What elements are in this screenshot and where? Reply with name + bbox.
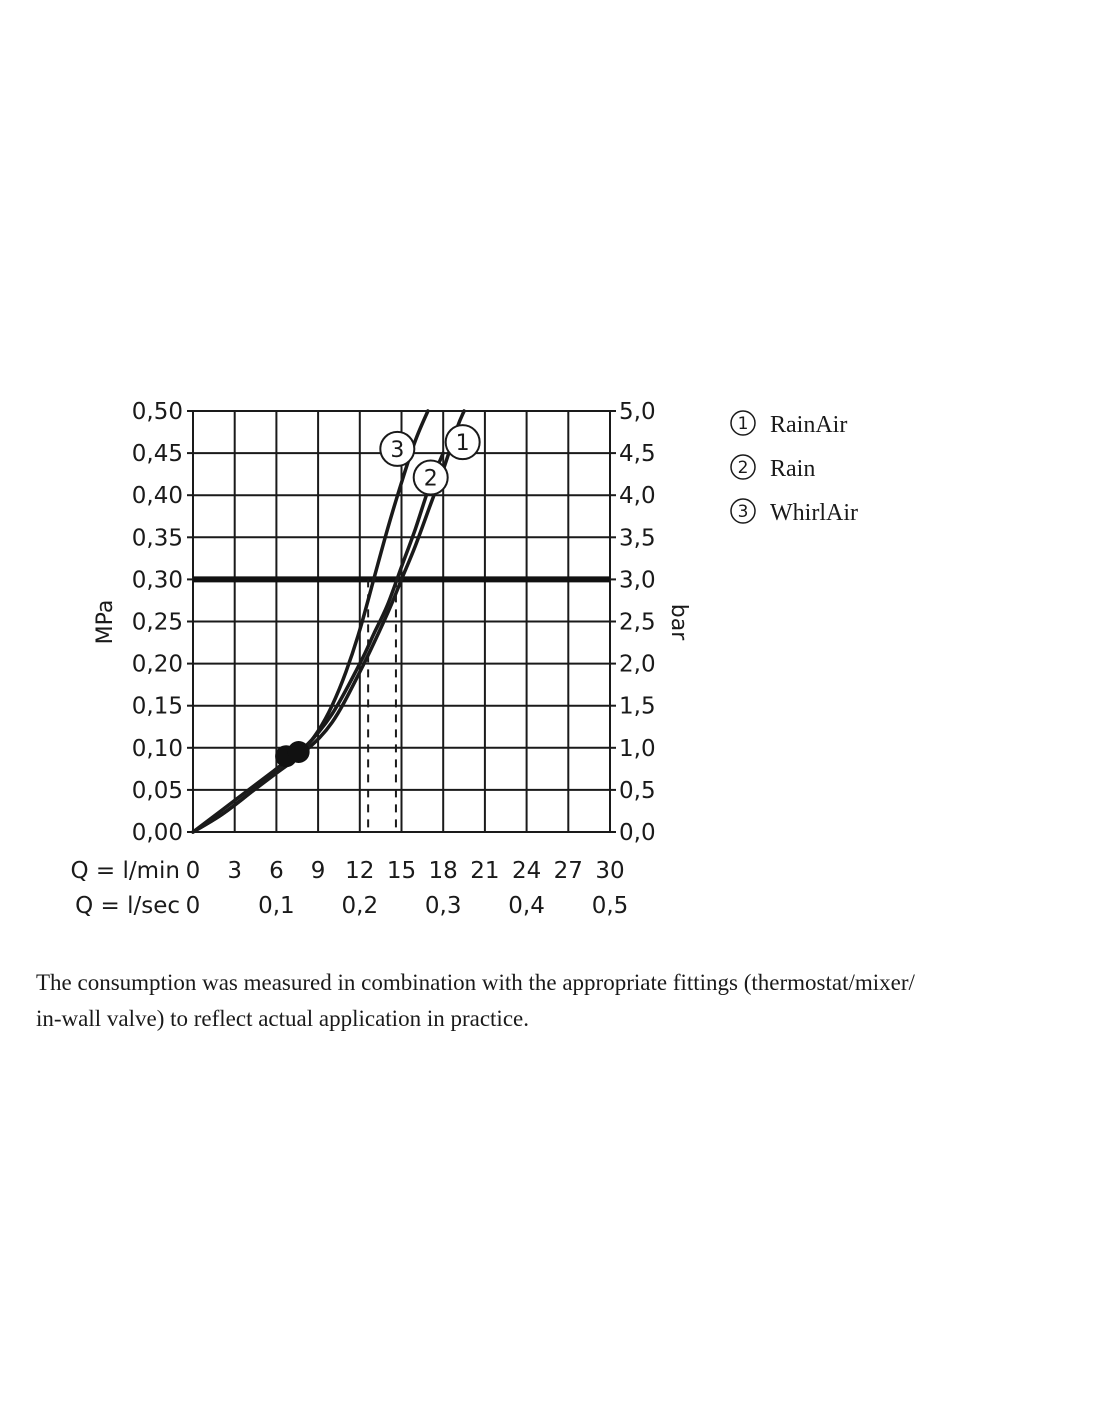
x-row1-tick-label: 6	[269, 858, 284, 884]
y-left-tick-label: 0,10	[132, 736, 183, 762]
x-row2-tick-label: 0,3	[425, 893, 462, 919]
legend-marker-2-label: 2	[738, 458, 749, 478]
x-row2-tick-label: 0,5	[592, 893, 629, 919]
y-left-tick-label: 0,35	[132, 525, 183, 551]
y-left-tick-label: 0,45	[132, 441, 183, 467]
legend-item-label: RainAir	[770, 412, 847, 438]
y-left-tick-label: 0,00	[132, 820, 183, 846]
legend-marker-2-circle	[730, 454, 756, 480]
legend-marker-1-circle	[730, 410, 756, 436]
x-row2-label: Q = l/sec	[75, 893, 180, 919]
x-row1-tick-label: 15	[387, 858, 416, 884]
series-callouts: 123	[379, 424, 481, 496]
x-row1-tick-label: 27	[554, 858, 583, 884]
x-row2-tick-label: 0	[186, 893, 201, 919]
series-callout-1-label: 1	[456, 431, 470, 456]
tick-labels: 0,000,050,100,150,200,250,300,350,400,45…	[132, 399, 656, 919]
y-right-tick-label: 0,5	[619, 778, 656, 804]
marker-point	[287, 741, 310, 764]
x-row1-tick-label: 24	[512, 858, 541, 884]
y-right-tick-label: 4,0	[619, 483, 656, 509]
y-right-tick-label: 2,0	[619, 652, 656, 678]
y-left-tick-label: 0,15	[132, 694, 183, 720]
y-left-tick-label: 0,40	[132, 483, 183, 509]
x-row2-tick-label: 0,1	[258, 893, 295, 919]
x-row1-tick-label: 18	[429, 858, 458, 884]
legend-item-label: Rain	[770, 456, 815, 482]
x-row2-tick-label: 0,2	[342, 893, 379, 919]
x-row2-tick-label: 0,4	[508, 893, 545, 919]
y-right-tick-label: 2,5	[619, 610, 656, 636]
y-left-axis-label: MPa	[93, 600, 118, 645]
series-callout-1-circle	[444, 424, 481, 461]
series-callout-2-label: 2	[424, 467, 438, 492]
y-left-tick-label: 0,30	[132, 567, 183, 593]
y-right-tick-label: 0,0	[619, 820, 656, 846]
series-callout-3-label: 3	[390, 438, 404, 463]
footnote-line-1: The consumption was measured in combinat…	[36, 970, 915, 995]
y-right-tick-label: 1,0	[619, 736, 656, 762]
legend: 1 RainAir 2 Rain 3 WhirlAir	[730, 410, 858, 526]
x-row1-tick-label: 0	[186, 858, 201, 884]
x-row1-label: Q = l/min	[70, 858, 180, 884]
y-right-tick-label: 1,5	[619, 694, 656, 720]
legend-marker-3-circle	[730, 498, 756, 524]
footnote-line-2: in-wall valve) to reflect actual applica…	[36, 1006, 529, 1031]
chart-grid	[187, 410, 616, 833]
x-row1-tick-label: 30	[595, 858, 624, 884]
series-line-rain	[191, 451, 445, 834]
y-left-tick-label: 0,25	[132, 610, 183, 636]
y-left-tick-label: 0,05	[132, 778, 183, 804]
marker-points	[275, 741, 310, 768]
x-row1-tick-label: 3	[227, 858, 242, 884]
y-right-tick-label: 3,0	[619, 567, 656, 593]
x-row1-tick-label: 21	[470, 858, 499, 884]
series-line-whirlair	[191, 409, 430, 834]
legend-item-label: WhirlAir	[770, 500, 858, 526]
y-right-axis-label: bar	[666, 604, 691, 641]
footnote: The consumption was measured in combinat…	[36, 965, 1076, 1037]
y-right-tick-label: 3,5	[619, 525, 656, 551]
legend-marker-3-label: 3	[738, 502, 749, 522]
x-row1-tick-label: 9	[311, 858, 326, 884]
series-callout-3-circle	[379, 430, 416, 467]
series-callout-2-circle	[412, 459, 449, 496]
y-right-tick-label: 4,5	[619, 441, 656, 467]
y-left-tick-label: 0,20	[132, 652, 183, 678]
y-left-tick-label: 0,50	[132, 399, 183, 425]
x-row1-tick-label: 12	[345, 858, 374, 884]
y-right-tick-label: 5,0	[619, 399, 656, 425]
legend-marker-1-label: 1	[738, 414, 749, 434]
